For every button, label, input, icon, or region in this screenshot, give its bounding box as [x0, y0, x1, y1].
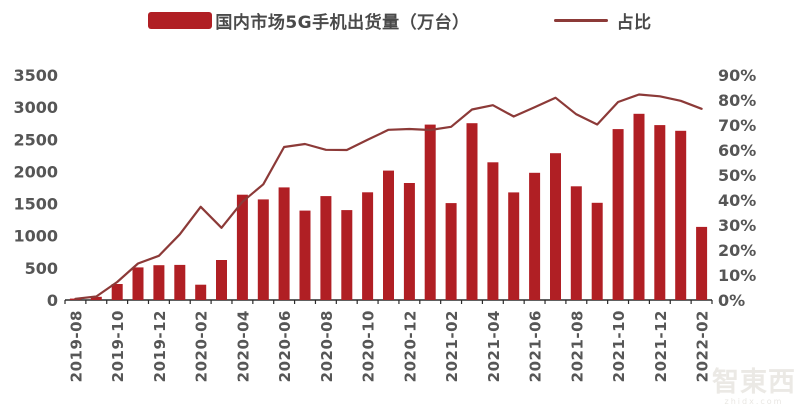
bar-2022-01 — [675, 130, 687, 300]
x-axis-label-2019-12: 2019-12 — [151, 310, 169, 382]
bar-series-swatch — [148, 12, 213, 29]
line-series-swatch — [553, 19, 608, 22]
left-axis-tick-label: 3000 — [13, 98, 58, 117]
bar-2019-12 — [153, 265, 165, 300]
bar-2020-02 — [195, 284, 207, 300]
bar-2020-08 — [320, 196, 332, 300]
bar-2020-07 — [299, 210, 311, 300]
bar-2020-05 — [257, 199, 269, 300]
watermark-logo-text: 智東西 — [712, 367, 796, 398]
right-axis-tick-label: 40% — [718, 191, 756, 210]
right-axis-tick-label: 30% — [718, 216, 756, 235]
x-axis-label-2021-10: 2021-10 — [610, 310, 628, 382]
left-axis-tick-label: 1000 — [13, 227, 58, 246]
bar-2021-02 — [445, 203, 457, 300]
right-axis-tick-label: 90% — [718, 66, 756, 85]
right-axis-tick-label: 50% — [718, 166, 756, 185]
x-axis-label-2021-08: 2021-08 — [568, 310, 586, 382]
x-axis-label-2021-12: 2021-12 — [652, 310, 670, 382]
bar-2021-01 — [424, 124, 436, 300]
bar-2021-03 — [466, 123, 478, 300]
bar-2019-09 — [90, 296, 102, 300]
x-axis-label-2020-10: 2020-10 — [360, 310, 378, 382]
right-axis-tick-label: 60% — [718, 141, 756, 160]
bar-2020-10 — [362, 192, 374, 300]
watermark: 智東西 zhidx.com — [712, 369, 796, 406]
x-axis-label-2021-02: 2021-02 — [443, 310, 461, 382]
bar-2021-06 — [529, 172, 541, 300]
share-line — [74, 93, 703, 300]
bar-2021-05 — [508, 192, 520, 300]
bar-2020-04 — [236, 194, 248, 300]
bar-2020-06 — [278, 187, 290, 300]
left-axis-tick-label: 2000 — [13, 162, 58, 181]
right-axis-tick-label: 70% — [718, 116, 756, 135]
left-axis-tick-label: 1500 — [13, 195, 58, 214]
bar-2020-03 — [216, 260, 227, 300]
legend-item-share: 占比 — [553, 8, 652, 33]
watermark-domain-text: zhidx.com — [724, 397, 784, 406]
left-axis-tick-label: 3500 — [13, 66, 58, 85]
x-axis-label-2021-04: 2021-04 — [485, 310, 503, 382]
left-axis-tick-label: 0 — [47, 291, 58, 310]
bar-2020-09 — [341, 210, 353, 300]
bar-2019-11 — [132, 267, 144, 300]
right-axis-tick-label: 0% — [718, 291, 745, 310]
x-axis-label-2020-04: 2020-04 — [234, 310, 252, 382]
line-series-label: 占比 — [616, 13, 652, 33]
x-axis-label-2021-06: 2021-06 — [527, 310, 545, 382]
bar-2019-10 — [111, 284, 123, 300]
bar-2021-07 — [550, 153, 561, 300]
bar-2022-02 — [696, 226, 708, 300]
bar-2020-12 — [403, 183, 415, 300]
bar-2021-10 — [612, 129, 624, 300]
x-axis-label-2020-06: 2020-06 — [276, 310, 294, 382]
bar-2021-04 — [487, 162, 499, 300]
x-axis-label-2020-02: 2020-02 — [193, 310, 211, 382]
bar-2021-11 — [633, 113, 645, 300]
bar-2020-01 — [174, 264, 186, 300]
bar-2020-11 — [383, 170, 394, 300]
chart-legend: 国内市场5G手机出货量（万台） 占比 — [0, 8, 800, 33]
right-axis-tick-label: 20% — [718, 241, 756, 260]
x-axis-label-2022-02: 2022-02 — [694, 310, 712, 382]
right-axis-tick-label: 10% — [718, 266, 756, 285]
x-axis-label-2019-10: 2019-10 — [109, 310, 127, 382]
bar-2021-08 — [570, 186, 582, 300]
left-axis-tick-label: 500 — [25, 259, 58, 278]
bar-series-label: 国内市场5G手机出货量（万台） — [215, 13, 470, 33]
legend-item-shipments: 国内市场5G手机出货量（万台） — [148, 8, 469, 33]
x-axis-label-2020-12: 2020-12 — [401, 310, 419, 382]
x-axis-label-2020-08: 2020-08 — [318, 310, 336, 382]
bar-2021-12 — [654, 125, 666, 300]
x-axis-label-2019-08: 2019-08 — [67, 310, 85, 382]
left-axis-tick-label: 2500 — [13, 130, 58, 149]
right-axis-tick-label: 80% — [718, 91, 756, 110]
bar-2021-09 — [591, 202, 603, 300]
